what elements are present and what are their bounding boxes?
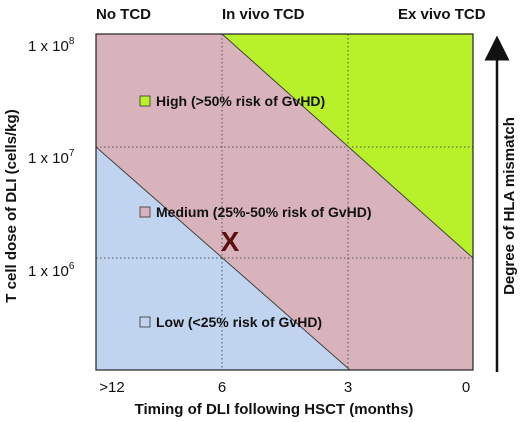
plot-frame [95,33,474,371]
low-label: Low (<25% risk of GvHD) [156,314,322,330]
grid [96,34,473,370]
x-tick-6: 6 [218,379,226,396]
x-tick-3: 3 [344,379,352,396]
header-in-vivo-tcd: In vivo TCD [222,6,305,23]
low-swatch [139,316,151,328]
right-axis-label: Degree of HLA mismatch [501,117,518,295]
y-tick-1e7: 1 x 107 [28,148,75,167]
medium-swatch [139,206,151,218]
x-tick-12: >12 [99,379,124,396]
header-no-tcd: No TCD [96,6,151,23]
x-axis-label: Timing of DLI following HSCT (months) [135,401,414,418]
high-swatch [139,95,151,107]
x-tick-0: 0 [462,379,470,396]
legend-low: Low (<25% risk of GvHD) [139,314,322,330]
high-label: High (>50% risk of GvHD) [156,93,325,109]
y-tick-1e8: 1 x 108 [28,36,75,55]
legend-medium: Medium (25%-50% risk of GvHD) [139,204,372,220]
patient-marker: X [221,226,240,257]
y-axis-label: T cell dose of DLI (cells/kg) [3,109,20,302]
y-tick-1e6: 1 x 106 [28,261,75,280]
legend-high: High (>50% risk of GvHD) [139,93,325,109]
header-ex-vivo-tcd: Ex vivo TCD [398,6,486,23]
low-medium-boundary [96,146,351,370]
medium-label: Medium (25%-50% risk of GvHD) [156,204,372,220]
